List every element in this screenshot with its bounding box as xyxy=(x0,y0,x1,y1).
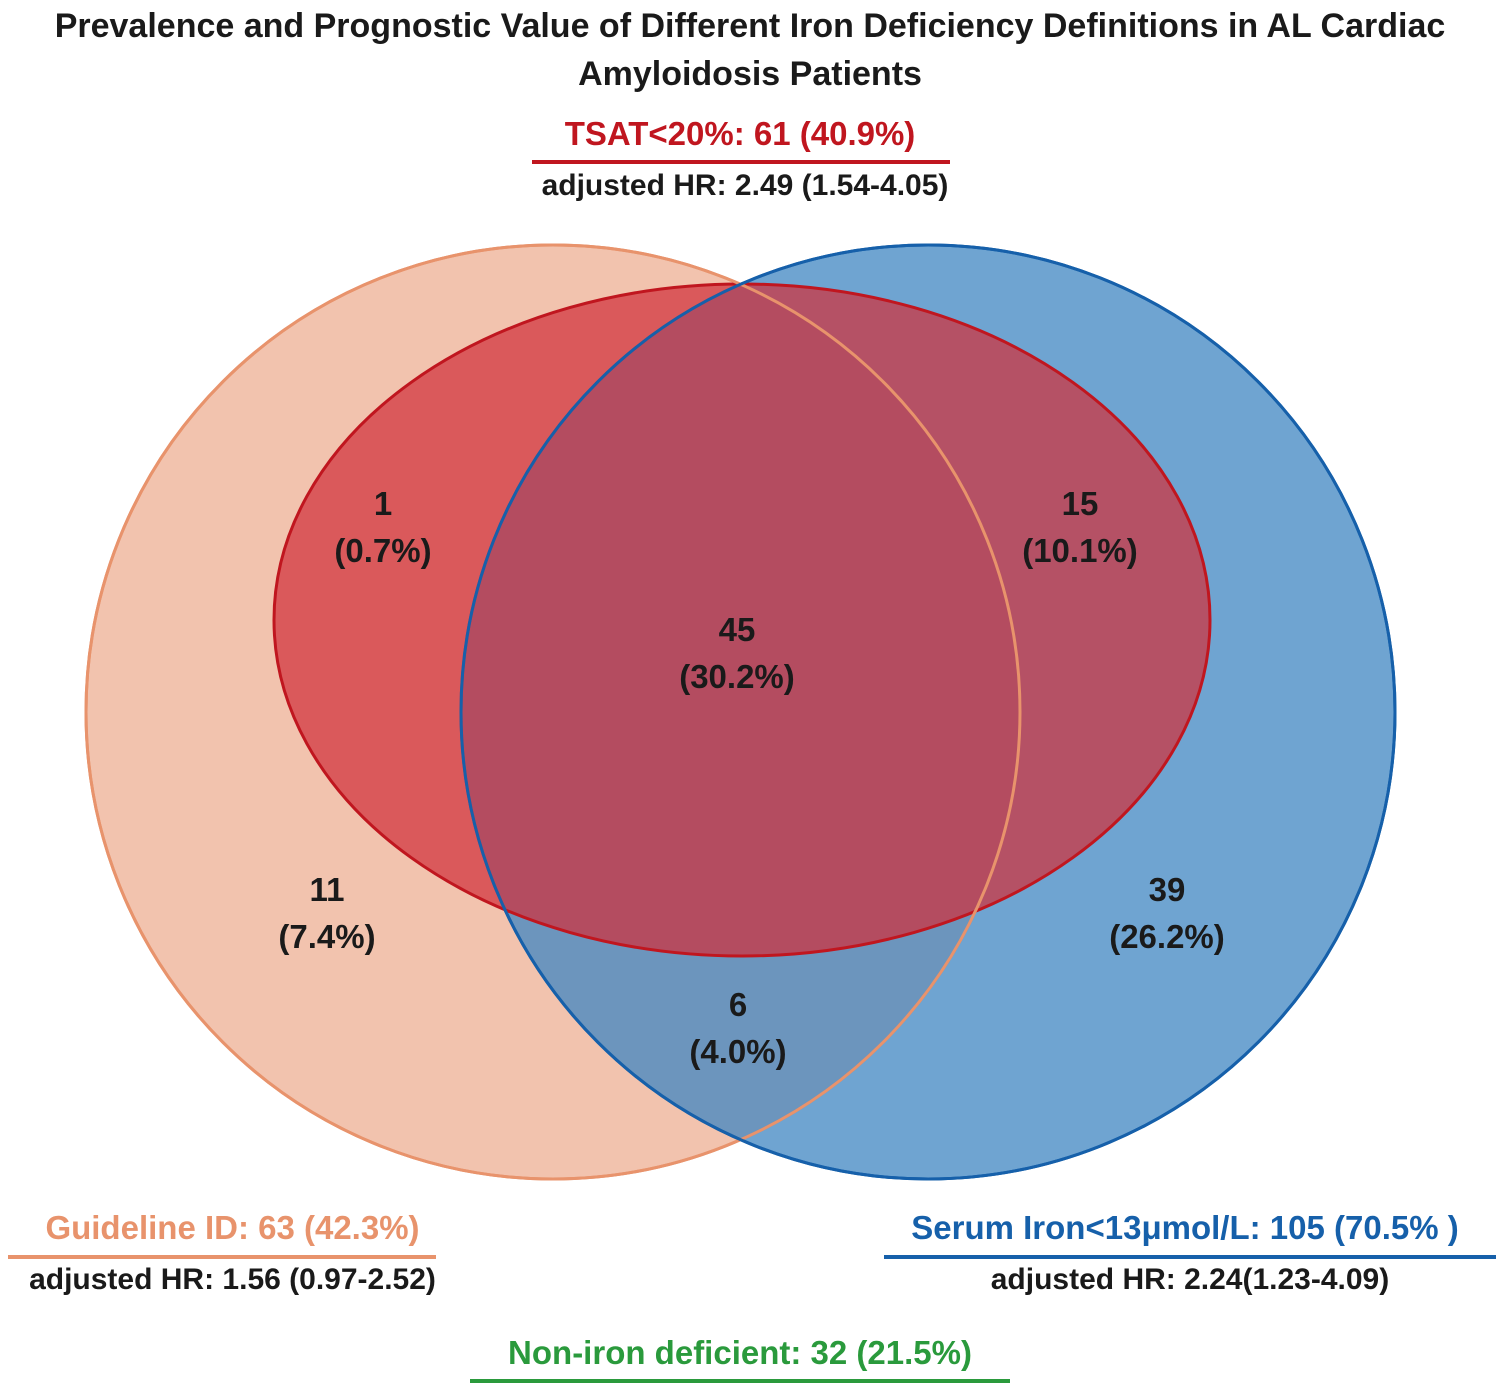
region-iron-only-count: 39 xyxy=(1149,871,1186,908)
tsat-label-underline xyxy=(532,160,950,164)
region-guideline-iron-percent: (4.0%) xyxy=(689,1033,786,1070)
region-tsat-guideline-count: 1 xyxy=(374,485,392,522)
non-iron-deficient-label: Non-iron deficient: 32 (21.5%) xyxy=(508,1334,972,1371)
serum-iron-outline xyxy=(459,243,1397,1181)
tsat-set-label: TSAT<20%: 61 (40.9%) xyxy=(564,115,916,152)
region-tsat-iron-percent: (10.1%) xyxy=(1022,532,1138,569)
guideline-set-label: Guideline ID: 63 (42.3%) xyxy=(45,1209,420,1246)
non-iron-deficient-underline xyxy=(470,1379,1010,1383)
region-guideline-only-count: 11 xyxy=(310,871,345,908)
serum-iron-set-label: Serum Iron<13μmol/L: 105 (70.5% ) xyxy=(911,1209,1459,1246)
region-tsat-iron-count: 15 xyxy=(1062,485,1099,522)
chart-title: Prevalence and Prognostic Value of Diffe… xyxy=(54,7,1446,93)
region-all-count: 45 xyxy=(719,611,756,648)
guideline-hr-label: adjusted HR: 1.56 (0.97-2.52) xyxy=(29,1263,436,1296)
guideline-label-underline xyxy=(8,1255,436,1259)
region-iron-only-percent: (26.2%) xyxy=(1109,918,1225,955)
region-all-percent: (30.2%) xyxy=(679,658,795,695)
region-tsat-guideline-percent: (0.7%) xyxy=(334,532,431,569)
serum-iron-label-underline xyxy=(884,1255,1496,1259)
region-guideline-only-percent: (7.4%) xyxy=(278,918,375,955)
tsat-hr-label: adjusted HR: 2.49 (1.54-4.05) xyxy=(541,169,949,202)
guideline-outline xyxy=(84,243,1022,1181)
region-guideline-iron-count: 6 xyxy=(729,986,747,1023)
serum-iron-hr-label: adjusted HR: 2.24(1.23-4.09) xyxy=(990,1263,1390,1296)
